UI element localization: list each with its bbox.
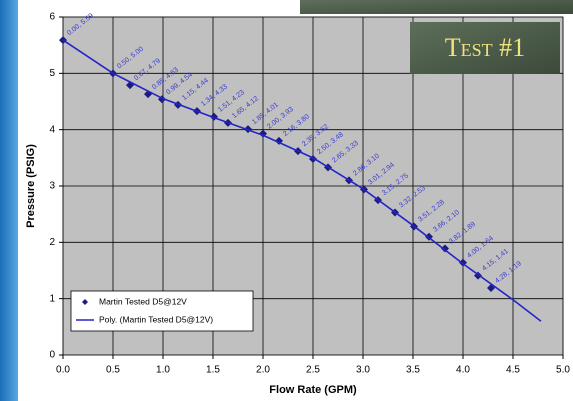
x-tick-label: 5.0	[556, 365, 570, 376]
x-tick-label: 0.0	[56, 365, 70, 376]
x-tick-label: 3.0	[356, 365, 370, 376]
trendline	[62, 39, 542, 322]
title-box	[410, 22, 560, 74]
y-tick-label: 5	[49, 68, 55, 79]
x-tick-label: 4.5	[506, 365, 520, 376]
chart-title: Test #1	[445, 33, 525, 62]
legend-marker	[82, 299, 88, 305]
legend-label: Martin Tested D5@12V	[99, 296, 187, 306]
x-tick-label: 1.5	[206, 365, 220, 376]
grid	[62, 16, 564, 356]
x-tick-label: 4.0	[456, 365, 470, 376]
y-tick-label: 4	[49, 124, 55, 135]
x-tick-label: 2.5	[306, 365, 320, 376]
y-tick-label: 6	[49, 12, 55, 23]
x-tick-label: 3.5	[406, 365, 420, 376]
y-tick-label: 0	[49, 350, 55, 361]
x-axis-title: Flow Rate (GPM)	[269, 384, 357, 396]
y-tick-label: 2	[49, 237, 55, 248]
x-tick-label: 0.5	[106, 365, 120, 376]
y-tick-label: 1	[49, 293, 55, 304]
x-tick-label: 1.0	[156, 365, 170, 376]
y-tick-label: 3	[49, 181, 55, 192]
legend-box	[70, 290, 254, 332]
y-axis-title: Pressure (PSIG)	[25, 144, 37, 228]
legend-label: Poly. (Martin Tested D5@12V)	[99, 314, 213, 324]
x-tick-label: 2.0	[256, 365, 270, 376]
slide-edge	[0, 0, 18, 401]
photo-strip	[300, 0, 573, 14]
